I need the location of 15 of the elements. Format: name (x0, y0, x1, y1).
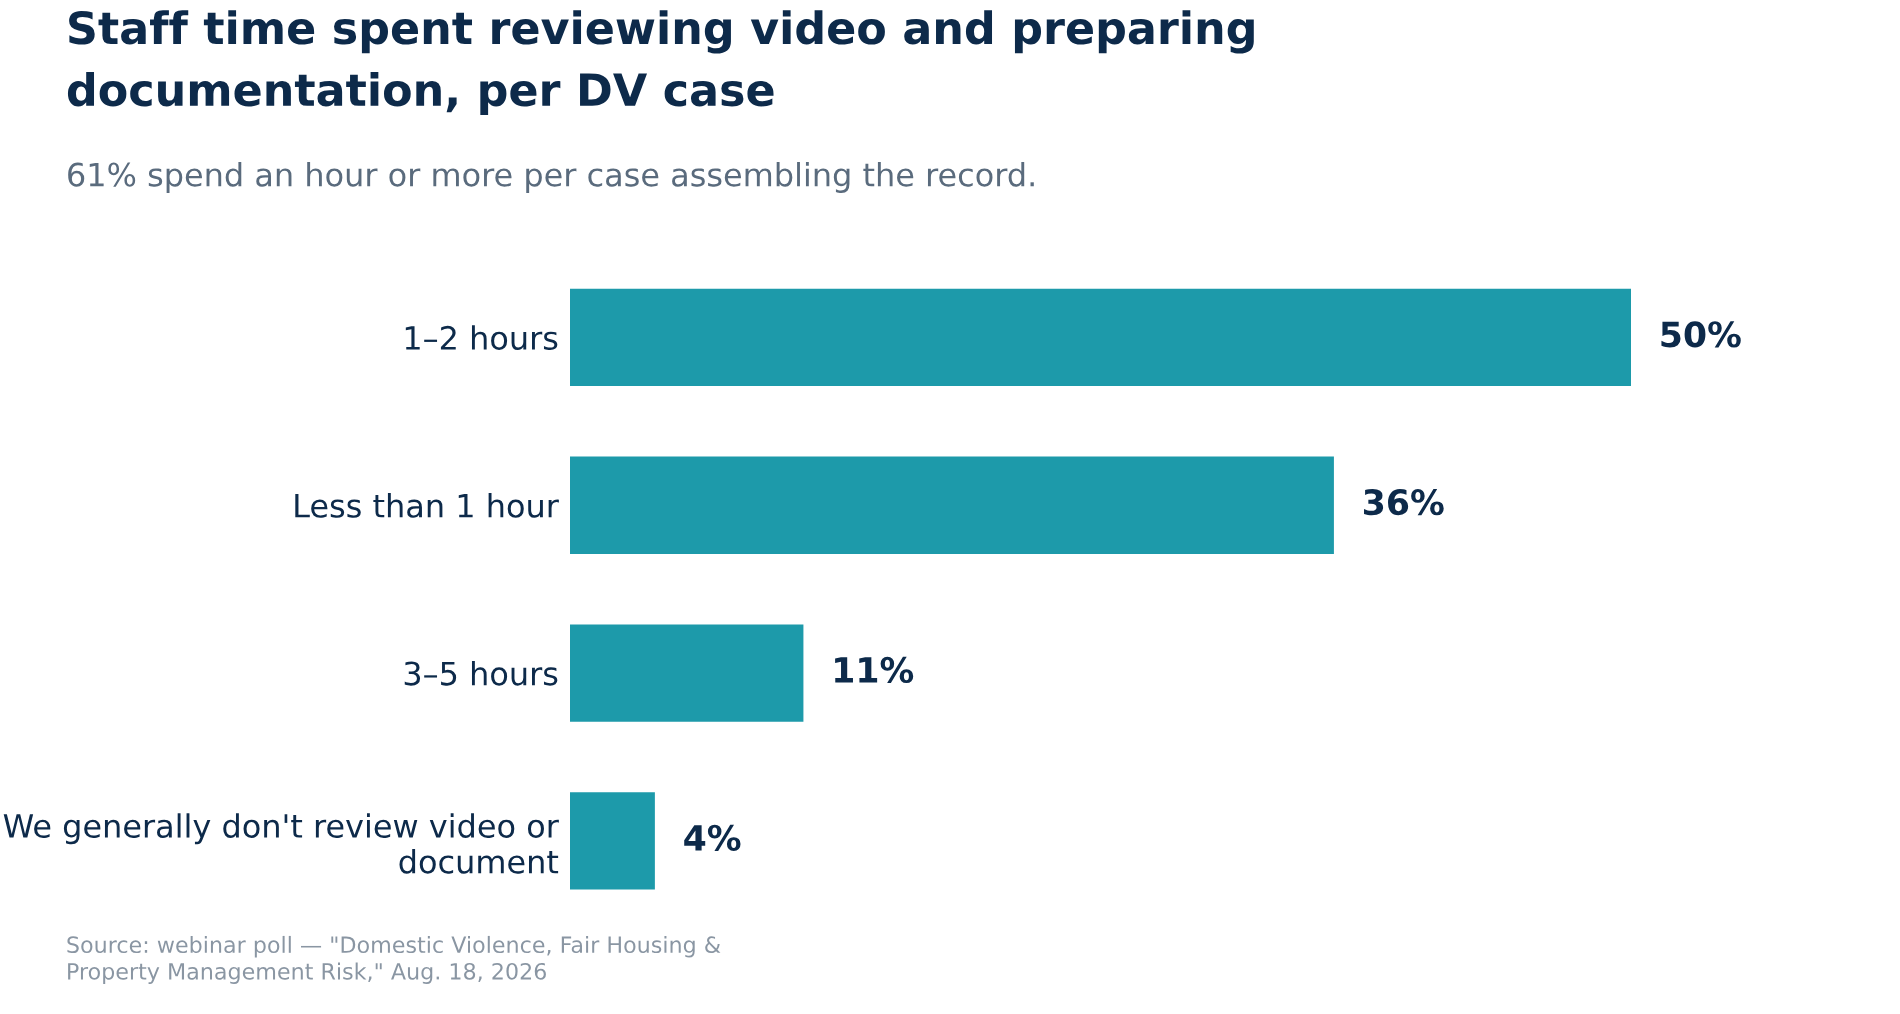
source-note: Source: webinar poll — "Domestic Violence, Fair Housing & Property Management Risk," Aug. 18, 2026 (67, 935, 721, 984)
y-tick-label: 3–5 hours (404, 660, 558, 686)
bar (570, 792, 655, 890)
bar (570, 456, 1334, 554)
data-label: 50% (1661, 321, 1741, 348)
bar (570, 624, 804, 722)
bar (570, 288, 1631, 387)
chart-subtitle: 61% spend an hour or more per case assembling the record. (68, 161, 1034, 193)
y-tick-label: We generally don't review video or document (3, 813, 559, 874)
y-tick-label: Less than 1 hour (295, 493, 559, 518)
data-label: 4% (684, 824, 741, 851)
chart-title: Staff time spent reviewing video and preparing documentation, per DV case (67, 10, 1254, 116)
y-tick-label: 1–2 hours (405, 325, 558, 350)
data-label: 36% (1364, 489, 1444, 516)
data-label: 11% (835, 656, 914, 684)
